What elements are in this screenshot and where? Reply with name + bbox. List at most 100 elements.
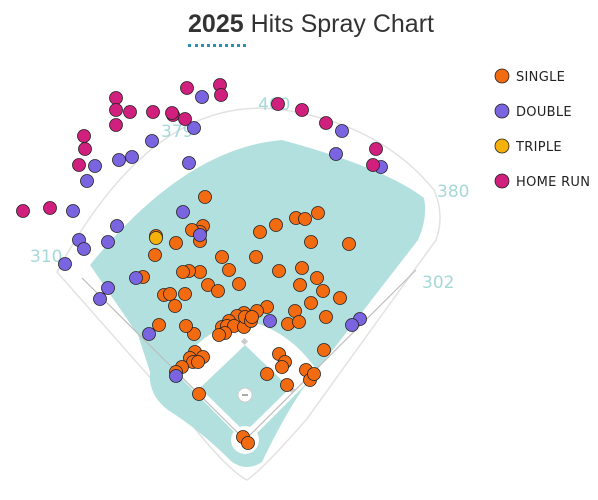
distance-label-right: 302 — [422, 273, 454, 293]
hit-marker-home-run — [146, 105, 160, 119]
hit-marker-single — [176, 265, 190, 279]
title-underline — [188, 44, 246, 47]
hit-marker-double — [101, 235, 115, 249]
hit-marker-single — [168, 299, 182, 313]
hit-marker-single — [319, 310, 333, 324]
hit-marker-single — [298, 212, 312, 226]
hit-marker-single — [222, 263, 236, 277]
legend-label-double: DOUBLE — [516, 105, 572, 120]
hit-marker-double — [142, 327, 156, 341]
hit-marker-double — [176, 205, 190, 219]
hit-marker-home-run — [109, 103, 123, 117]
hit-marker-single — [148, 248, 162, 262]
title-text: Hits Spray Chart — [250, 10, 434, 38]
hit-marker-home-run — [43, 201, 57, 215]
hits-layer — [16, 78, 388, 450]
hit-marker-single — [272, 264, 286, 278]
hit-marker-double — [93, 292, 107, 306]
hit-marker-double — [88, 159, 102, 173]
hit-marker-home-run — [366, 158, 380, 172]
legend-item-home-run: HOME RUN — [494, 173, 590, 190]
right-foul-line — [244, 269, 417, 441]
hit-marker-double — [193, 228, 207, 242]
hit-marker-home-run — [109, 91, 123, 105]
hit-marker-double — [169, 369, 183, 383]
hit-marker-single — [232, 277, 246, 291]
hit-marker-double — [345, 318, 359, 332]
hit-marker-double — [129, 271, 143, 285]
hit-marker-home-run — [369, 142, 383, 156]
hit-marker-single — [179, 319, 193, 333]
hit-marker-single — [295, 261, 309, 275]
hit-marker-home-run — [180, 81, 194, 95]
hit-marker-single — [212, 328, 226, 342]
hit-marker-double — [66, 204, 80, 218]
hit-marker-single — [192, 387, 206, 401]
hit-marker-single — [198, 190, 212, 204]
hit-marker-single — [310, 271, 324, 285]
hit-marker-single — [163, 287, 177, 301]
hit-marker-single — [253, 225, 267, 239]
hit-marker-home-run — [109, 118, 123, 132]
hit-marker-double — [263, 314, 277, 328]
hit-marker-single — [304, 296, 318, 310]
hit-marker-single — [342, 237, 356, 251]
legend-label-single: SINGLE — [516, 70, 565, 85]
field-grass — [90, 140, 426, 467]
hit-marker-home-run — [214, 88, 228, 102]
hit-marker-single — [293, 278, 307, 292]
hit-marker-home-run — [319, 116, 333, 130]
hit-marker-home-run — [271, 97, 285, 111]
hit-marker-single — [304, 235, 318, 249]
hit-marker-single — [241, 436, 255, 450]
hit-marker-double — [182, 156, 196, 170]
outfield-wall-outline — [56, 107, 441, 481]
second-base — [240, 337, 249, 346]
hit-marker-double — [112, 153, 126, 167]
hit-marker-double — [58, 257, 72, 271]
hit-marker-double — [335, 124, 349, 138]
hit-marker-double — [110, 219, 124, 233]
hit-marker-single — [269, 218, 283, 232]
hit-marker-double — [195, 90, 209, 104]
hit-marker-home-run — [178, 112, 192, 126]
hit-marker-single — [201, 278, 215, 292]
hit-marker-home-run — [165, 106, 179, 120]
distance-label-right-center: 380 — [437, 182, 469, 202]
hit-marker-single — [178, 287, 192, 301]
hit-marker-single — [311, 206, 325, 220]
legend: SINGLE DOUBLE TRIPLE HOME RUN — [494, 68, 590, 190]
hit-marker-triple — [149, 231, 163, 245]
legend-label-triple: TRIPLE — [515, 140, 562, 155]
hit-marker-double — [329, 147, 343, 161]
legend-marker-single — [494, 68, 510, 84]
legend-item-double: DOUBLE — [494, 103, 572, 120]
hit-marker-single — [152, 318, 166, 332]
distance-label-left-center: 379 — [161, 122, 193, 142]
hit-marker-home-run — [123, 105, 137, 119]
hit-marker-single — [260, 367, 274, 381]
hit-marker-home-run — [16, 204, 30, 218]
legend-item-triple: TRIPLE — [494, 138, 562, 155]
hit-marker-single — [191, 355, 205, 369]
hit-marker-single — [215, 250, 229, 264]
hit-marker-double — [77, 242, 91, 256]
legend-marker-triple — [494, 138, 510, 154]
hit-marker-single — [245, 310, 259, 324]
left-foul-line — [81, 277, 246, 441]
hit-marker-single — [211, 284, 225, 298]
title-year: 2025 — [188, 10, 244, 38]
hit-marker-double — [80, 174, 94, 188]
hit-marker-single — [317, 343, 331, 357]
hit-marker-single — [316, 284, 330, 298]
hit-marker-home-run — [78, 142, 92, 156]
hit-marker-home-run — [72, 158, 86, 172]
chart-title: 2025 Hits Spray Chart — [12, 10, 598, 39]
hit-marker-double — [101, 281, 115, 295]
hit-marker-double — [145, 134, 159, 148]
hit-marker-single — [292, 315, 306, 329]
hit-marker-double — [125, 150, 139, 164]
hit-marker-single — [249, 250, 263, 264]
distance-label-left: 310 — [30, 247, 62, 267]
hit-marker-single — [169, 236, 183, 250]
